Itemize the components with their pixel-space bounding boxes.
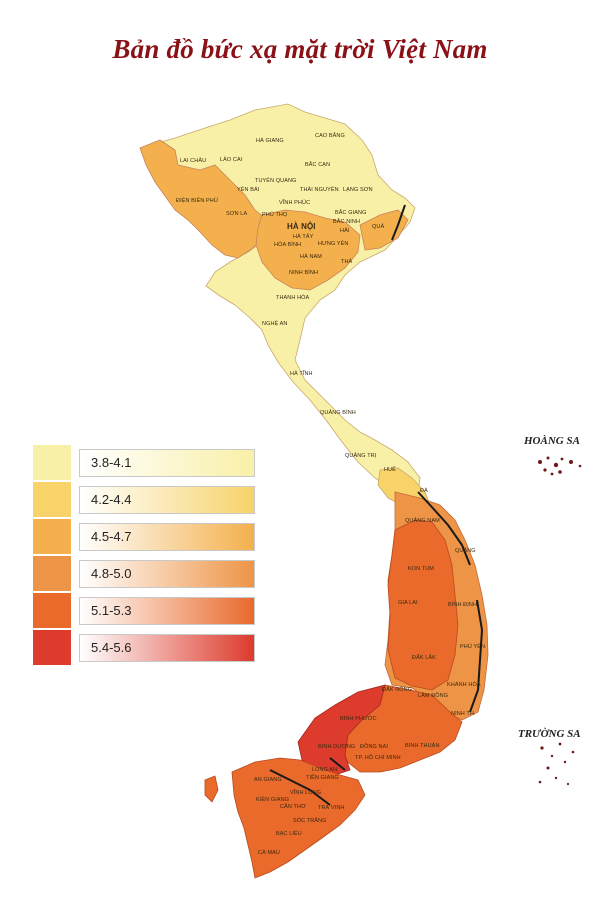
hoang-sa-islands	[538, 456, 582, 476]
label-quang-ninh: QUẢ	[372, 224, 385, 230]
region-mekong-red	[231, 757, 366, 879]
legend-swatch-3	[33, 519, 71, 554]
label-da-nang: ĐÀ	[420, 488, 428, 494]
legend-bar-2	[79, 486, 255, 514]
label-ha-noi: HÀ NỘI	[287, 222, 316, 231]
legend-row-6: 5.4-5.6	[33, 630, 255, 665]
label-tp-hcm: TP. HỒ CHÍ MINH	[355, 755, 401, 761]
legend-label-2: 4.2-4.4	[91, 492, 132, 507]
label-bac-ninh: BẮC NINH	[333, 219, 361, 225]
label-son-la: SƠN LA	[226, 211, 248, 217]
label-bac-giang: BẮC GIANG	[335, 210, 367, 216]
region-coast-orange	[359, 209, 409, 251]
label-kon-tum: KON TUM	[408, 566, 434, 572]
label-cao-bang: CAO BẰNG	[315, 133, 345, 139]
region-phu-quoc	[204, 775, 219, 803]
legend-row-5: 5.1-5.3	[33, 593, 255, 628]
label-tuyen-quang: TUYÊN QUANG	[255, 178, 297, 184]
label-dak-nong: ĐẮK NÔNG	[382, 687, 413, 693]
label-hoa-binh: HÒA BÌNH	[274, 242, 302, 248]
label-dien-bien-phu: ĐIỆN BIÊN PHỦ	[176, 198, 218, 204]
label-lang-son: LẠNG SƠN	[343, 187, 373, 193]
legend-swatch-6	[33, 630, 71, 665]
label-kien-giang: KIÊN GIANG	[256, 797, 290, 803]
label-binh-dinh: BÌNH ĐỊNH	[448, 602, 478, 608]
legend-bar-1	[79, 449, 255, 477]
label-ninh-binh: NINH BÌNH	[289, 270, 319, 276]
coastline	[269, 204, 484, 806]
truong-sa-islands	[538, 742, 575, 786]
legend-label-1: 3.8-4.1	[91, 455, 132, 470]
label-quang-nam: QUẢNG NAM	[405, 518, 440, 524]
region-highlands-red	[387, 519, 459, 691]
legend-row-4: 4.8-5.0	[33, 556, 255, 591]
legend-swatch-1	[33, 445, 71, 480]
legend-bar-4	[79, 560, 255, 588]
label-khanh-hoa: KHÁNH HÒA	[447, 682, 481, 688]
label-vinh-long: VĨNH LONG	[290, 790, 322, 796]
label-lai-chau: LAI CHÂU	[180, 158, 207, 164]
label-quang-binh: QUẢNG BÌNH	[320, 410, 356, 416]
legend-row-1: 3.8-4.1	[33, 445, 255, 480]
label-binh-phuoc: BÌNH PHƯỚC	[340, 716, 377, 722]
legend-row-2: 4.2-4.4	[33, 482, 255, 517]
label-thai-nguyen: THÁI NGUYÊN	[300, 187, 339, 193]
label-binh-thuan: BÌNH THUẬN	[405, 743, 440, 749]
label-hai: HẢI	[340, 228, 350, 234]
label-bac-lieu: BẠC LIÊU	[276, 831, 302, 837]
label-nghe-an: NGHỆ AN	[262, 321, 288, 327]
legend-label-4: 4.8-5.0	[91, 566, 132, 581]
legend-bar-3	[79, 523, 255, 551]
legend-label-3: 4.5-4.7	[91, 529, 132, 544]
label-lao-cai: LÀO CAI	[220, 157, 243, 163]
label-truong-sa: TRƯỜNG SA	[518, 728, 581, 740]
label-soc-trang: SÓC TRĂNG	[293, 818, 327, 824]
label-tien-giang: TIỀN GIANG	[306, 775, 339, 781]
label-vinh-phuc: VĨNH PHÚC	[279, 200, 311, 206]
legend-swatch-2	[33, 482, 71, 517]
label-hung-yen: HƯNG YÊN	[318, 241, 349, 247]
label-yen-bai: YÊN BÁI	[237, 187, 260, 193]
label-phu-yen: PHÚ YÊN	[460, 644, 486, 650]
label-quang-ngai: QUẢNG	[455, 548, 476, 554]
label-ha-nam: HÀ NAM	[300, 254, 322, 260]
label-lam-dong: LÂM ĐỒNG	[418, 693, 449, 699]
label-ca-mau: CÀ MAU	[258, 850, 280, 856]
map-title: Bản đồ bức xạ mặt trời Việt Nam	[112, 34, 488, 64]
label-thanh-hoa: THANH HÓA	[276, 295, 310, 301]
label-tra-vinh: TRÀ VINH	[318, 805, 345, 811]
label-gia-lai: GIA LAI	[398, 600, 418, 606]
label-phu-tho: PHÚ THỌ	[262, 212, 288, 218]
label-dak-lak: ĐẮK LẮK	[412, 655, 436, 661]
legend-swatch-5	[33, 593, 71, 628]
legend-label-5: 5.1-5.3	[91, 603, 132, 618]
region-delta-orange	[255, 209, 361, 291]
label-can-tho: CẦN THƠ	[280, 804, 306, 810]
legend-bar-5	[79, 597, 255, 625]
legend: 3.8-4.1 4.2-4.4 4.5-4.7 4.8-5.0 5.1-5.3 …	[33, 445, 255, 667]
label-ha-giang: HÀ GIANG	[256, 138, 284, 144]
label-an-giang: AN GIANG	[254, 777, 282, 783]
legend-swatch-4	[33, 556, 71, 591]
label-long-an: LONG AN	[312, 767, 338, 773]
label-binh-duong: BÌNH DƯƠNG	[318, 744, 356, 750]
legend-label-6: 5.4-5.6	[91, 640, 132, 655]
legend-row-3: 4.5-4.7	[33, 519, 255, 554]
label-bac-can: BẮC CẠN	[305, 162, 331, 168]
label-ha-tinh: HÀ TĨNH	[290, 371, 313, 377]
label-dong-nai: ĐỒNG NAI	[360, 744, 388, 750]
label-thai-binh: THÁ	[341, 259, 353, 265]
region-north-yellow	[139, 103, 421, 496]
label-hue: HUẾ	[384, 467, 396, 473]
legend-bar-6	[79, 634, 255, 662]
label-ha-tay: HÀ TÂY	[293, 234, 314, 240]
label-quang-tri: QUẢNG TRỊ	[345, 453, 377, 459]
label-ninh-thuan: NINH TH.	[451, 711, 476, 717]
label-hoang-sa: HOÀNG SA	[524, 435, 580, 447]
